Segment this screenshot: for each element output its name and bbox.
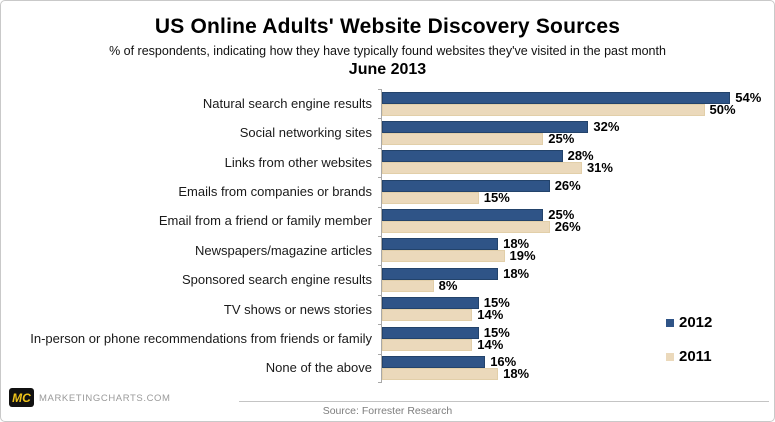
- chart-row: TV shows or news stories 15% 14%: [11, 294, 766, 325]
- value-label-2012: 15%: [483, 324, 510, 340]
- legend-swatch-icon: [666, 318, 674, 327]
- category-bars: 18% 8%: [378, 265, 766, 295]
- value-label-2011: 15%: [483, 189, 510, 205]
- value-label-2011: 50%: [709, 101, 736, 117]
- value-label-2012: 18%: [503, 265, 530, 281]
- value-label-2012: 28%: [567, 148, 594, 164]
- chart-row: Social networking sites 32% 25%: [11, 118, 766, 148]
- chart-row: Natural search engine results 54% 50%: [11, 89, 766, 119]
- category-label: Natural search engine results: [202, 95, 372, 111]
- brand-text: MARKETINGCHARTS.COM: [39, 393, 171, 404]
- value-label-2012: 15%: [483, 295, 510, 311]
- category-bars: 18% 19%: [378, 235, 766, 266]
- category-label: None of the above: [265, 360, 372, 376]
- category-label: Email from a friend or family member: [158, 213, 372, 229]
- chart-subtitle: % of respondents, indicating how they ha…: [109, 44, 666, 58]
- chart-row: Sponsored search engine results 18% 8%: [11, 265, 766, 295]
- bar-2012: 16%: [382, 355, 516, 369]
- source-text: Source: Forrester Research: [322, 405, 453, 417]
- value-label-2011: 19%: [509, 248, 536, 264]
- category-bars: 28% 31%: [378, 147, 766, 178]
- value-label-2011: 18%: [503, 366, 530, 382]
- chart-row: Links from other websites 28% 31%: [11, 147, 766, 178]
- category-bars: 15% 14%: [378, 294, 766, 325]
- legend: 2012 2011: [666, 314, 712, 382]
- bar-2011: 14%: [382, 337, 503, 351]
- value-label-2011: 26%: [554, 219, 581, 235]
- bar-2012: 32%: [382, 119, 619, 133]
- value-label-2012: 32%: [593, 118, 620, 134]
- legend-label: 2011: [679, 348, 712, 365]
- bar-2012: 54%: [382, 90, 761, 104]
- category-label: In-person or phone recommendations from …: [30, 331, 372, 346]
- chart-row: Email from a friend or family member 25% 2…: [11, 206, 766, 236]
- chart-row: In-person or phone recommendations from …: [11, 324, 766, 354]
- chart-row: None of the above 16% 18%: [11, 353, 766, 384]
- category-bars: 15% 14%: [378, 324, 766, 354]
- value-label-2011: 25%: [548, 130, 575, 146]
- bar-2011: 14%: [382, 308, 503, 322]
- chart-header: US Online Adults' Website Discovery Sour…: [1, 15, 774, 79]
- chart-row: Emails from companies or brands 26% 15%: [11, 177, 766, 207]
- bar-2012: 26%: [382, 178, 581, 192]
- category-bars: 25% 26%: [378, 206, 766, 236]
- value-label-2011: 14%: [477, 307, 504, 323]
- marketingcharts-logo[interactable]: MC: [9, 388, 34, 407]
- bar-2012: 25%: [382, 208, 574, 222]
- footer-divider: [239, 401, 769, 402]
- legend-swatch-icon: [666, 352, 674, 361]
- value-label-2012: 26%: [554, 177, 581, 193]
- value-label-2012: 18%: [503, 236, 530, 252]
- plot-area: Natural search engine results 54% 50% Socia…: [11, 89, 766, 384]
- category-bars: 26% 15%: [378, 177, 766, 207]
- bar-2011: 8%: [382, 278, 457, 292]
- value-label-2011: 31%: [586, 160, 613, 176]
- chart-period: June 2013: [348, 61, 427, 78]
- value-label-2012: 54%: [735, 89, 762, 105]
- bar-2011: 19%: [382, 249, 536, 263]
- chart-row: Newspapers/magazine articles 18% 19%: [11, 235, 766, 266]
- bar-2012: 15%: [382, 325, 510, 339]
- bar-2012: 18%: [382, 266, 529, 280]
- category-label: TV shows or news stories: [223, 301, 372, 317]
- chart-title: US Online Adults' Website Discovery Sour…: [154, 15, 621, 38]
- legend-item-2012: 2012: [666, 314, 712, 331]
- category-label: Social networking sites: [239, 125, 372, 141]
- bar-2012: 28%: [382, 149, 594, 163]
- category-bars: 16% 18%: [378, 353, 766, 384]
- category-label: Newspapers/magazine articles: [194, 242, 372, 258]
- logo-text: MC: [12, 390, 31, 405]
- category-bars: 32% 25%: [378, 118, 766, 148]
- category-label: Links from other websites: [224, 154, 372, 170]
- legend-item-2011: 2011: [666, 348, 712, 365]
- value-label-2011: 14%: [477, 336, 504, 352]
- legend-label: 2012: [679, 314, 713, 331]
- bar-2012: 15%: [382, 296, 510, 310]
- value-label-2012: 16%: [490, 354, 517, 370]
- bar-2012: 18%: [382, 237, 529, 251]
- bar-2011: 26%: [382, 220, 581, 234]
- bar-2011: 18%: [382, 367, 529, 381]
- value-label-2012: 25%: [548, 207, 575, 223]
- category-label: Emails from companies or brands: [178, 184, 372, 200]
- category-bars: 54% 50%: [378, 89, 766, 119]
- bar-2011: 15%: [382, 190, 510, 204]
- bar-2011: 31%: [382, 161, 613, 175]
- bar-2011: 50%: [382, 102, 736, 116]
- bar-2011: 25%: [382, 131, 574, 145]
- category-label: Sponsored search engine results: [181, 272, 372, 288]
- value-label-2011: 8%: [438, 277, 458, 293]
